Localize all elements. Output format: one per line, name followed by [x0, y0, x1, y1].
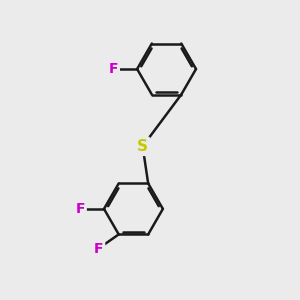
Text: S: S [137, 139, 148, 154]
Text: F: F [94, 242, 103, 256]
Text: F: F [75, 202, 85, 216]
Text: F: F [108, 62, 118, 76]
